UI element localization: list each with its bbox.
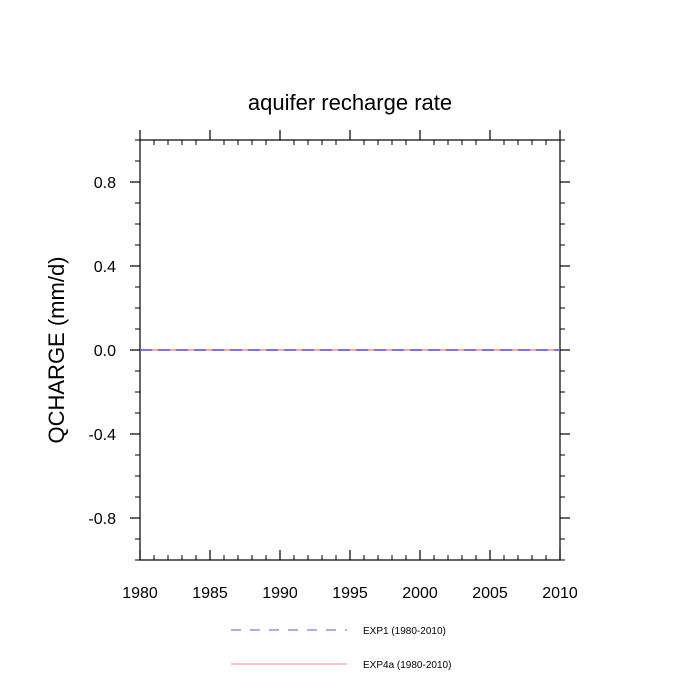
legend-label: EXP1 (1980-2010) bbox=[363, 626, 446, 637]
x-tick-label: 2000 bbox=[402, 585, 438, 602]
x-tick-label: 2005 bbox=[472, 585, 508, 602]
y-tick-label: -0.4 bbox=[88, 427, 116, 444]
legend-label: EXP4a (1980-2010) bbox=[363, 660, 451, 671]
y-axis-label: QCHARGE (mm/d) bbox=[44, 257, 69, 444]
y-tick-label: -0.8 bbox=[88, 511, 116, 528]
y-tick-label: 0.8 bbox=[94, 175, 116, 192]
y-tick-label: 0.4 bbox=[94, 259, 116, 276]
x-tick-label: 1995 bbox=[332, 585, 368, 602]
x-tick-labels: 1980 1985 1990 1995 2000 2005 2010 bbox=[122, 585, 578, 602]
y-tick-label: 0.0 bbox=[94, 343, 116, 360]
x-tick-label: 1980 bbox=[122, 585, 158, 602]
chart-title: aquifer recharge rate bbox=[248, 90, 452, 115]
x-tick-label: 2010 bbox=[542, 585, 578, 602]
x-tick-label: 1990 bbox=[262, 585, 298, 602]
y-tick-labels: 0.8 0.4 0.0 -0.4 -0.8 bbox=[88, 175, 116, 528]
axis-ticks bbox=[130, 130, 570, 561]
x-tick-label: 1985 bbox=[192, 585, 228, 602]
legend: EXP1 (1980-2010) EXP4a (1980-2010) bbox=[231, 626, 451, 671]
